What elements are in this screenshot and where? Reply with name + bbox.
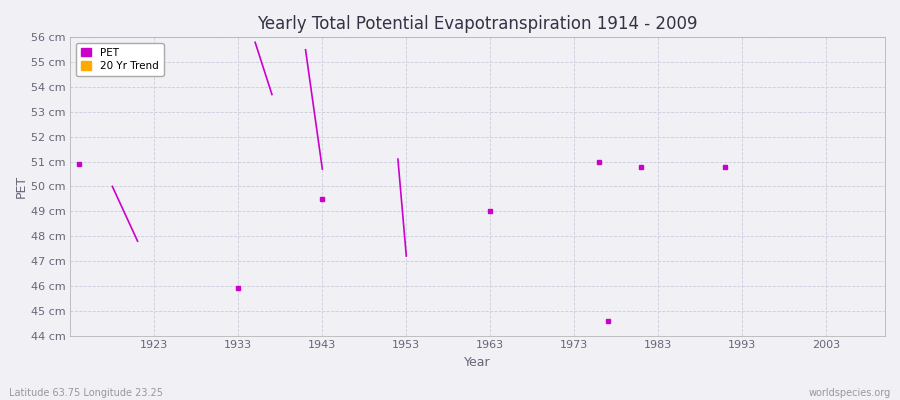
Text: worldspecies.org: worldspecies.org: [809, 388, 891, 398]
Title: Yearly Total Potential Evapotranspiration 1914 - 2009: Yearly Total Potential Evapotranspiratio…: [257, 15, 698, 33]
X-axis label: Year: Year: [464, 356, 491, 369]
Text: Latitude 63.75 Longitude 23.25: Latitude 63.75 Longitude 23.25: [9, 388, 163, 398]
Y-axis label: PET: PET: [15, 175, 28, 198]
Legend: PET, 20 Yr Trend: PET, 20 Yr Trend: [76, 42, 164, 76]
